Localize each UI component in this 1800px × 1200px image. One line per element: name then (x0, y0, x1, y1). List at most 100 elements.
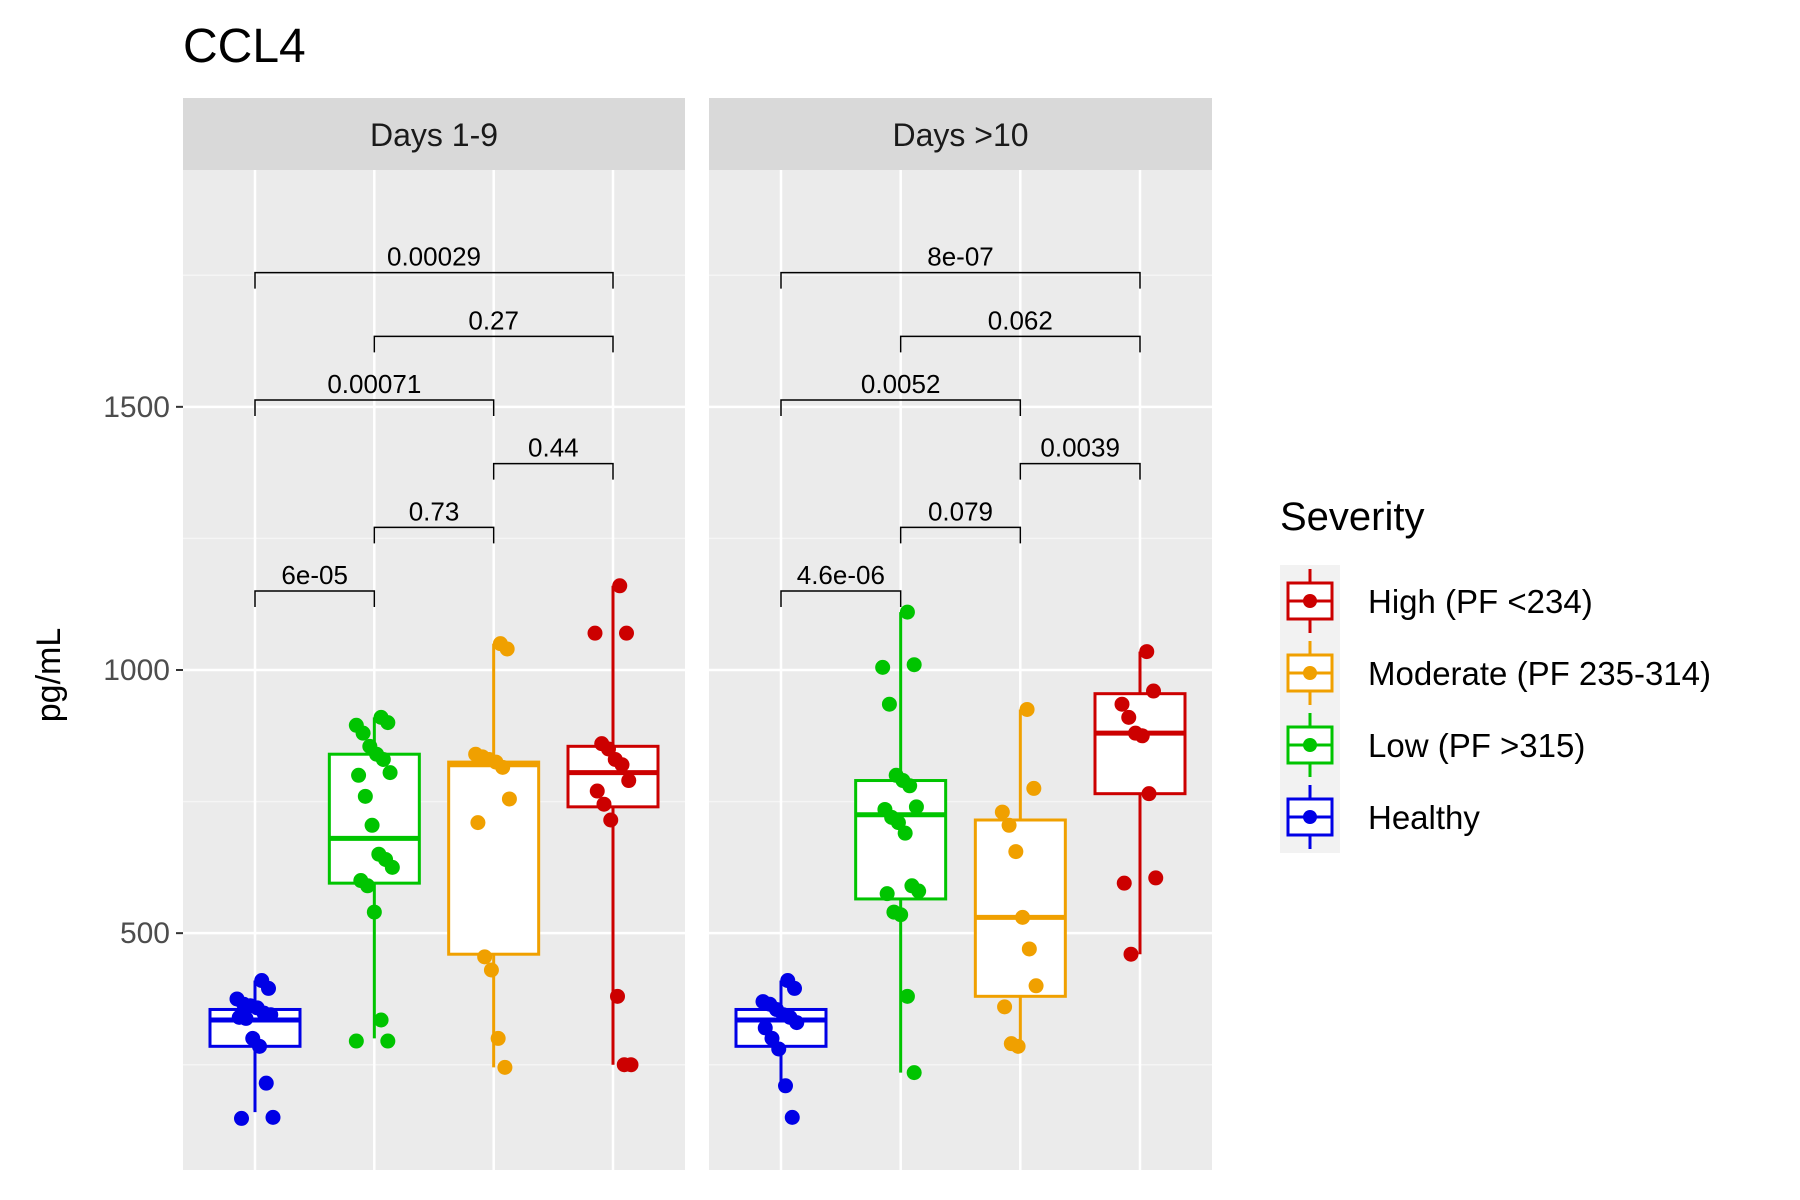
data-point (238, 1010, 254, 1026)
data-point (899, 604, 915, 620)
legend-key-point (1303, 810, 1317, 824)
legend-key-point (1303, 594, 1317, 608)
data-point (587, 625, 603, 641)
data-point (384, 859, 400, 875)
data-point (778, 1078, 793, 1094)
p-value-label: 0.079 (928, 496, 993, 526)
p-value-label: 4.6e-06 (797, 560, 885, 590)
data-point (495, 759, 511, 775)
data-point (875, 659, 891, 675)
data-point (902, 778, 918, 794)
chart-title: CCL4 (183, 20, 306, 73)
data-point (610, 988, 625, 1004)
data-point (1134, 728, 1150, 744)
data-point (1015, 909, 1031, 925)
data-point (499, 641, 515, 657)
data-point (1123, 946, 1139, 962)
data-point (906, 657, 922, 673)
data-point (906, 1065, 922, 1081)
data-point (1121, 709, 1137, 725)
box-body (1093, 692, 1187, 796)
data-point (357, 788, 373, 804)
significance-bracket (780, 399, 1022, 416)
facet-strip (183, 98, 685, 170)
significance-bracket (899, 526, 1022, 544)
significance-bracket (254, 590, 376, 608)
p-value-label: 0.062 (988, 305, 1053, 335)
facet-panel: Days >10 4.6e-06 0.079 0.0039 0.0052 0.062 8e-… (709, 98, 1212, 1170)
significance-bracket (373, 335, 614, 353)
p-value-label: 0.00029 (387, 242, 481, 272)
legend-item-high: High (PF <234) (1286, 569, 1593, 633)
plot-panels: Days 1-96e-050.730.440.000710.270.00029D… (183, 98, 1212, 1170)
data-point (619, 625, 634, 641)
data-point (1028, 978, 1044, 994)
data-point (1019, 701, 1035, 717)
y-tick-label: 1000 (103, 654, 170, 687)
significance-bracket (492, 462, 614, 480)
facet-panel: Days 1-9 6e-05 0.73 0.44 0.00071 0.27 0.00029 (183, 98, 685, 1170)
facet-strip-label: Days >10 (892, 117, 1028, 153)
data-point (373, 1012, 389, 1028)
legend-item-moderate: Moderate (PF 235-314) (1286, 641, 1711, 705)
data-point (351, 767, 367, 783)
data-point (477, 949, 493, 965)
data-point (263, 1007, 279, 1023)
y-axis: 500 1000 1500 (103, 391, 183, 950)
legend-title: Severity (1280, 495, 1425, 539)
data-point (348, 1033, 364, 1049)
y-axis-title: pg/mL (30, 628, 68, 723)
legend-key-point (1303, 738, 1317, 752)
data-point (382, 765, 398, 781)
data-point (261, 980, 276, 996)
legend-label: Healthy (1368, 799, 1480, 836)
y-tick-label: 1500 (103, 391, 170, 424)
data-point (1001, 817, 1017, 833)
data-point (621, 773, 637, 789)
significance-bracket (254, 271, 614, 289)
data-point (1141, 786, 1157, 802)
data-point (483, 962, 499, 978)
data-point (614, 757, 630, 773)
box-body (854, 779, 948, 901)
significance-bracket (780, 271, 1141, 289)
legend-key-point (1303, 666, 1317, 680)
significance-bracket (254, 399, 495, 416)
p-value-label: 0.73 (409, 496, 460, 526)
data-point (355, 725, 371, 741)
data-point (252, 1038, 267, 1054)
data-point (603, 812, 619, 828)
box-body (447, 760, 541, 956)
data-point (1148, 870, 1164, 886)
data-point (589, 783, 605, 799)
data-point (893, 907, 909, 923)
legend-item-healthy: Healthy (1286, 785, 1480, 849)
legend-item-low: Low (PF >315) (1286, 713, 1585, 777)
p-value-label: 0.44 (528, 433, 579, 463)
data-point (234, 1110, 249, 1126)
significance-bracket (780, 590, 902, 608)
data-point (881, 696, 897, 712)
legend-label: High (PF <234) (1368, 583, 1593, 620)
data-point (1114, 696, 1130, 712)
data-point (1139, 644, 1155, 660)
data-point (908, 799, 924, 815)
data-point (994, 804, 1010, 820)
data-point (360, 878, 376, 894)
data-point (1116, 875, 1132, 891)
data-point (1008, 844, 1024, 860)
p-value-label: 8e-07 (927, 242, 994, 272)
p-value-label: 0.0039 (1040, 433, 1120, 463)
data-point (911, 883, 927, 899)
p-value-label: 6e-05 (281, 560, 348, 590)
data-point (899, 988, 915, 1004)
data-point (997, 999, 1013, 1015)
data-point (787, 980, 802, 996)
data-point (265, 1109, 281, 1125)
data-point (612, 578, 628, 594)
facet-strip (709, 98, 1212, 170)
legend: Severity High (PF <234) Moderate (PF 235-… (1280, 495, 1711, 853)
p-value-label: 0.27 (468, 305, 519, 335)
data-point (380, 1033, 396, 1049)
